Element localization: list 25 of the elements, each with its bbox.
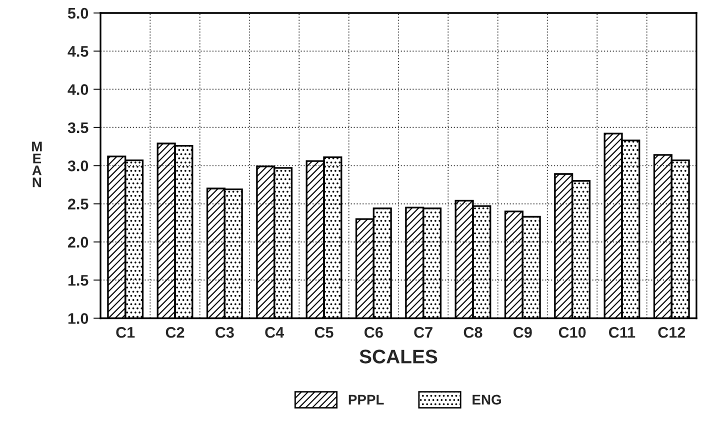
- y-tick-label: 3.5: [68, 122, 88, 134]
- y-tick-label: 1.5: [68, 275, 88, 286]
- y-tick-label: 3.0: [68, 160, 88, 172]
- x-tick-label: C1: [116, 326, 135, 338]
- x-tick-label: C7: [414, 326, 432, 338]
- legend-label: PPPL: [348, 394, 384, 404]
- y-tick-label: 2.5: [68, 198, 88, 210]
- x-tick-label: C11: [609, 326, 636, 338]
- legend-label: ENG: [472, 394, 501, 405]
- y-axis-title: MEAN: [32, 142, 42, 188]
- x-tick-label: C6: [364, 326, 383, 338]
- y-tick-label: 4.0: [68, 84, 88, 95]
- y-tick-label: 1.0: [68, 313, 88, 324]
- y-tick-label: 5.0: [68, 8, 88, 19]
- x-axis-title: SCALES: [360, 350, 438, 364]
- x-tick-label: C10: [558, 326, 586, 338]
- x-tick-label: C4: [265, 326, 284, 338]
- x-tick-label: C8: [464, 326, 482, 338]
- x-tick-label: C2: [166, 326, 184, 338]
- y-tick-label: 2.0: [68, 236, 88, 248]
- x-tick-label: C12: [658, 326, 686, 338]
- x-tick-label: C9: [514, 326, 532, 338]
- x-tick-label: C5: [314, 326, 334, 338]
- y-tick-label: 4.5: [68, 46, 88, 57]
- x-tick-label: C3: [216, 326, 234, 338]
